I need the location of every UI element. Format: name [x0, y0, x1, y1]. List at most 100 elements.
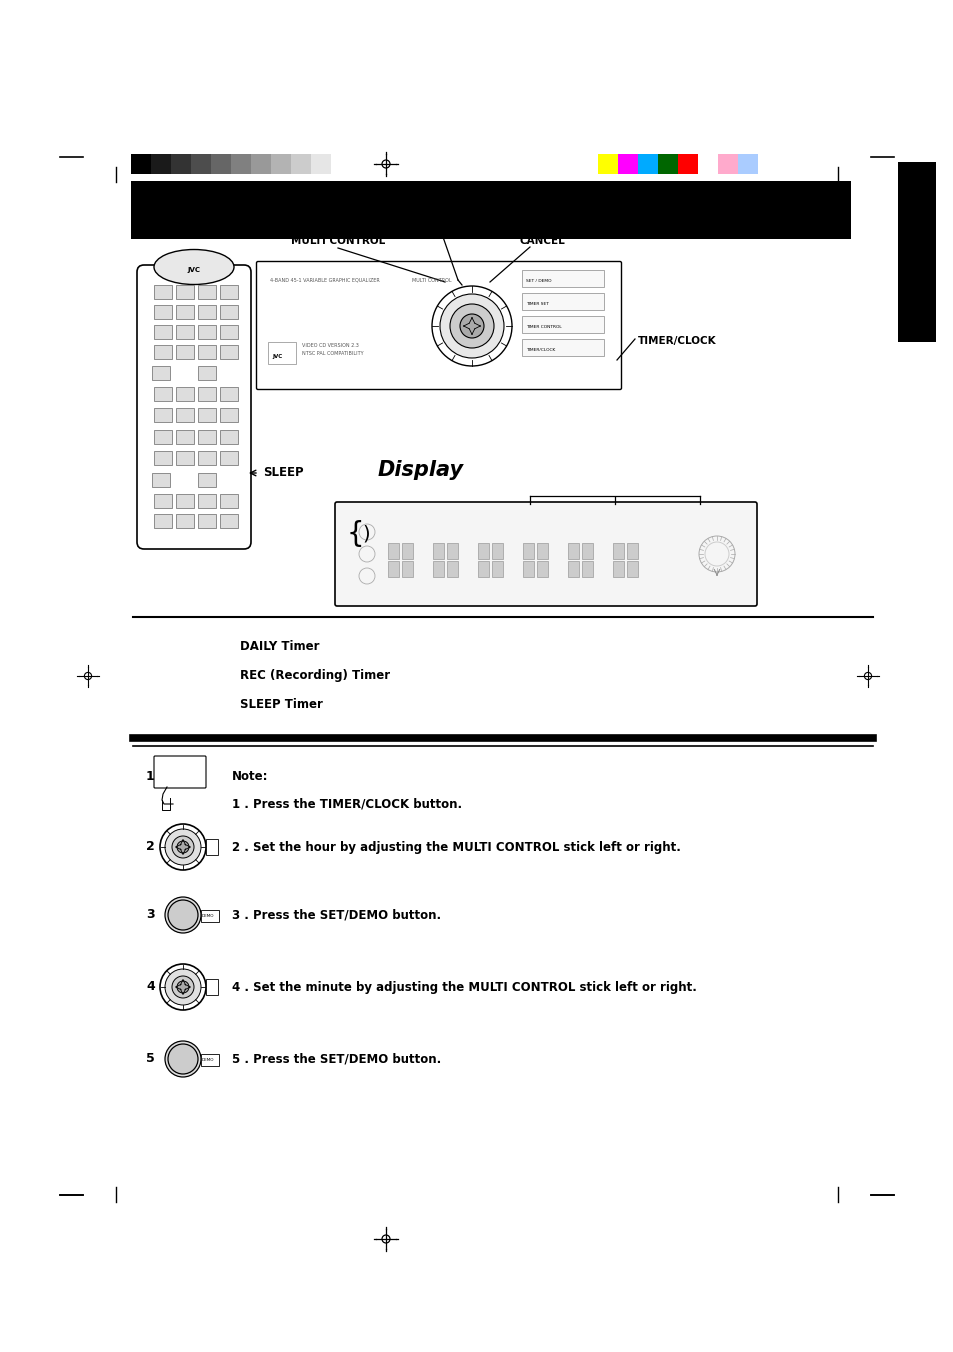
- Circle shape: [165, 1041, 201, 1078]
- Bar: [698, 154, 718, 174]
- Text: REC (Recording) Timer: REC (Recording) Timer: [240, 669, 390, 683]
- Bar: [521, 316, 603, 333]
- Bar: [311, 154, 331, 174]
- Text: SLEEP Timer: SLEEP Timer: [240, 698, 322, 711]
- Bar: [198, 324, 215, 339]
- Bar: [388, 544, 398, 558]
- Bar: [220, 285, 237, 299]
- Bar: [191, 154, 211, 174]
- FancyBboxPatch shape: [256, 261, 620, 389]
- Bar: [175, 514, 193, 529]
- Circle shape: [177, 841, 189, 853]
- Bar: [153, 493, 172, 508]
- Bar: [638, 154, 658, 174]
- Text: Note:: Note:: [232, 771, 268, 784]
- Circle shape: [177, 982, 189, 992]
- Text: 2: 2: [146, 841, 154, 853]
- Bar: [522, 544, 534, 558]
- Bar: [521, 270, 603, 287]
- Bar: [153, 514, 172, 529]
- Bar: [206, 979, 218, 995]
- Text: NTSC PAL COMPATIBILITY: NTSC PAL COMPATIBILITY: [302, 352, 363, 356]
- Bar: [271, 154, 291, 174]
- Text: 4 . Set the minute by adjusting the MULTI CONTROL stick left or right.: 4 . Set the minute by adjusting the MULT…: [232, 980, 696, 994]
- Text: Display: Display: [377, 460, 464, 480]
- Text: 5: 5: [146, 1052, 154, 1065]
- Text: JVC: JVC: [272, 354, 282, 360]
- Circle shape: [165, 829, 201, 865]
- Text: MULTI CONTROL: MULTI CONTROL: [291, 237, 385, 246]
- Bar: [198, 387, 215, 402]
- Bar: [492, 544, 502, 558]
- Bar: [433, 544, 443, 558]
- Bar: [447, 544, 457, 558]
- Bar: [198, 430, 215, 443]
- Bar: [175, 306, 193, 319]
- Bar: [897, 162, 935, 342]
- Bar: [153, 452, 172, 465]
- Text: DEMO: DEMO: [202, 1059, 214, 1063]
- Text: 3 . Press the SET/DEMO button.: 3 . Press the SET/DEMO button.: [232, 909, 440, 922]
- Text: 1: 1: [146, 771, 154, 784]
- Bar: [231, 154, 251, 174]
- Text: VIDEO CD VERSION 2.3: VIDEO CD VERSION 2.3: [302, 343, 358, 347]
- Bar: [220, 514, 237, 529]
- Text: 2 . Set the hour by adjusting the MULTI CONTROL stick left or right.: 2 . Set the hour by adjusting the MULTI …: [232, 841, 680, 853]
- Text: 4-BAND 45-1 VARIABLE GRAPHIC EQUALIZER: 4-BAND 45-1 VARIABLE GRAPHIC EQUALIZER: [270, 279, 379, 283]
- Circle shape: [439, 293, 503, 358]
- Bar: [220, 387, 237, 402]
- Text: TIMER/CLOCK: TIMER/CLOCK: [638, 337, 716, 346]
- Circle shape: [168, 900, 198, 930]
- Circle shape: [459, 314, 483, 338]
- FancyBboxPatch shape: [335, 502, 757, 606]
- Text: JVC: JVC: [188, 266, 200, 273]
- Text: 1 . Press the TIMER/CLOCK button.: 1 . Press the TIMER/CLOCK button.: [232, 798, 461, 810]
- Bar: [521, 339, 603, 356]
- Bar: [567, 544, 578, 558]
- Bar: [388, 561, 398, 577]
- Circle shape: [165, 896, 201, 933]
- Bar: [206, 840, 218, 854]
- Bar: [175, 345, 193, 360]
- Bar: [175, 430, 193, 443]
- Bar: [537, 544, 547, 558]
- Bar: [521, 293, 603, 310]
- Bar: [251, 154, 271, 174]
- Circle shape: [450, 304, 494, 347]
- Bar: [678, 154, 698, 174]
- Bar: [175, 324, 193, 339]
- Bar: [175, 452, 193, 465]
- Text: TIMER SET: TIMER SET: [525, 301, 548, 306]
- Text: DAILY Timer: DAILY Timer: [240, 639, 319, 653]
- Bar: [220, 306, 237, 319]
- Bar: [198, 408, 215, 422]
- FancyBboxPatch shape: [153, 756, 206, 788]
- Bar: [738, 154, 758, 174]
- Bar: [537, 561, 547, 577]
- Text: TIMER/CLOCK: TIMER/CLOCK: [525, 347, 555, 352]
- Bar: [198, 493, 215, 508]
- Text: 4: 4: [146, 980, 154, 994]
- Bar: [153, 324, 172, 339]
- Text: 5 . Press the SET/DEMO button.: 5 . Press the SET/DEMO button.: [232, 1052, 441, 1065]
- Bar: [175, 387, 193, 402]
- Bar: [201, 1055, 219, 1065]
- Text: SET/DEMO: SET/DEMO: [417, 226, 477, 237]
- Bar: [152, 366, 170, 380]
- Bar: [151, 154, 171, 174]
- Text: 3: 3: [146, 909, 154, 922]
- Bar: [198, 473, 215, 487]
- Bar: [198, 345, 215, 360]
- Text: MULTI CONTROL: MULTI CONTROL: [412, 279, 451, 283]
- Text: ): ): [361, 525, 369, 544]
- Bar: [153, 387, 172, 402]
- Text: CANCEL: CANCEL: [518, 237, 564, 246]
- Bar: [658, 154, 678, 174]
- Bar: [567, 561, 578, 577]
- Circle shape: [172, 976, 193, 998]
- Bar: [198, 306, 215, 319]
- Bar: [626, 544, 638, 558]
- Text: SLEEP: SLEEP: [263, 466, 303, 479]
- Bar: [198, 452, 215, 465]
- Bar: [477, 561, 489, 577]
